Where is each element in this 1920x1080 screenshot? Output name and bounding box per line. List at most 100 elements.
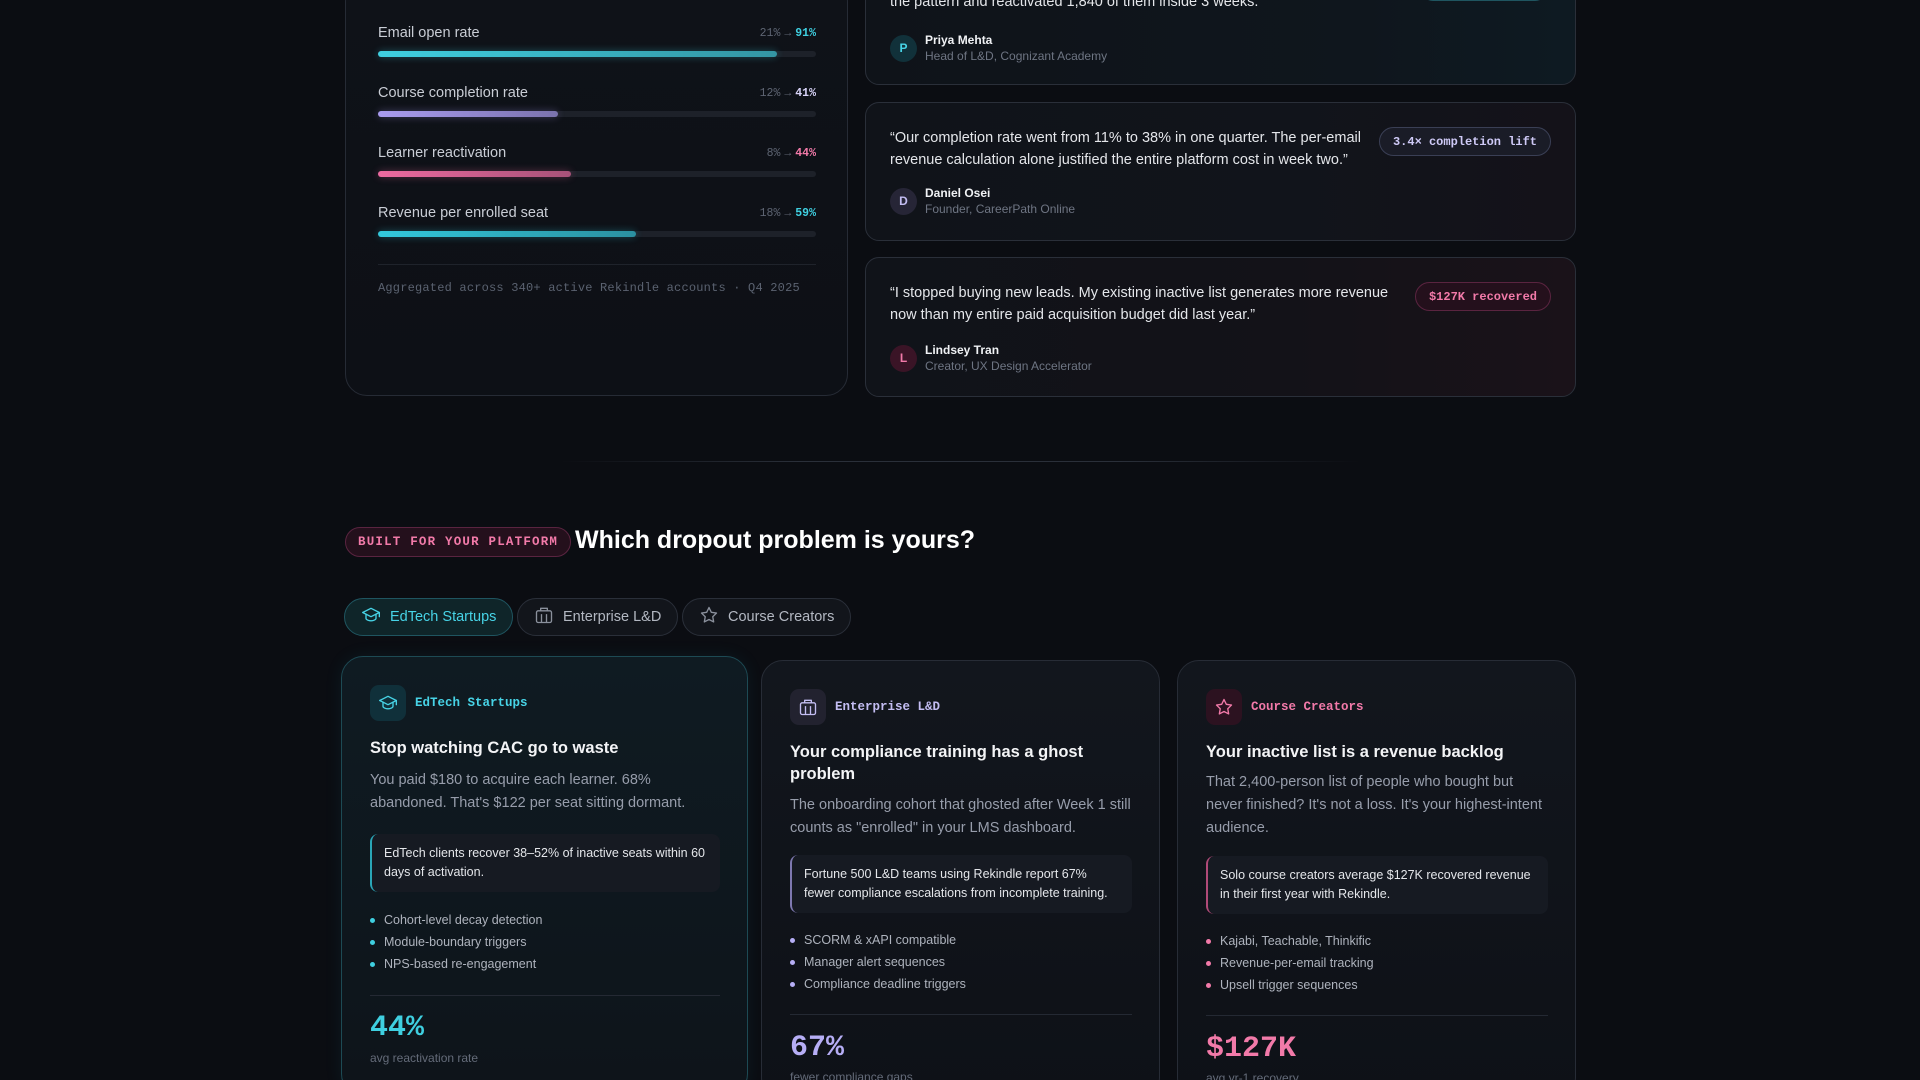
persona-feature-list: SCORM & xAPI compatible Manager alert se… — [790, 929, 966, 995]
badge-pill — [1421, 0, 1547, 1]
arrow-icon: → — [784, 86, 792, 100]
persona-tag: Course Creators — [1251, 700, 1364, 714]
testimonial-author: L Lindsey Tran Creator, UX Design Accele… — [890, 342, 1092, 374]
arrow-icon: → — [784, 26, 792, 40]
metric-before: 12% — [759, 86, 781, 100]
list-item: SCORM & xAPI compatible — [790, 929, 966, 951]
progress-track — [378, 111, 816, 117]
section-divider — [560, 461, 1360, 462]
persona-tag: EdTech Startups — [415, 696, 528, 710]
persona-card-enterprise[interactable]: Enterprise L&D Your compliance training … — [761, 660, 1160, 1080]
list-item: Manager alert sequences — [790, 951, 966, 973]
list-item: Kajabi, Teachable, Thinkific — [1206, 930, 1374, 952]
tab-edtech-startups[interactable]: EdTech Startups — [344, 598, 514, 636]
persona-callout: EdTech clients recover 38–52% of inactiv… — [370, 834, 720, 892]
metric-label: Learner reactivation — [378, 145, 507, 161]
feature-label: Kajabi, Teachable, Thinkific — [1220, 934, 1372, 948]
author-name: Priya Mehta — [925, 33, 993, 47]
metric-after: 59% — [795, 206, 816, 220]
bullet-icon — [790, 981, 795, 987]
metric-label: Revenue per enrolled seat — [378, 205, 549, 221]
bullet-icon — [1206, 960, 1211, 966]
progress-fill — [378, 231, 637, 237]
testimonial-author: D Daniel Osei Founder, CareerPath Online — [890, 185, 1075, 217]
bullet-icon — [370, 939, 375, 945]
testimonial-quote: “Our completion rate went from 11% to 38… — [890, 130, 1361, 168]
progress-track — [378, 171, 816, 177]
metric-course-completion-rate: Course completion rate 12% → 41% — [378, 83, 816, 117]
arrow-icon: → — [784, 206, 792, 220]
metrics-card: Email open rate 21% → 91% Course completio… — [345, 0, 848, 396]
tab-label: EdTech Startups — [390, 609, 497, 625]
star-icon — [699, 605, 719, 629]
list-item: Compliance deadline triggers — [790, 973, 966, 995]
metric-learner-reactivation: Learner reactivation 8% → 44% — [378, 143, 816, 177]
section-title: Which dropout problem is yours? — [575, 526, 975, 554]
persona-title: Your inactive list is a revenue backlog — [1206, 743, 1504, 761]
list-item: Module-boundary triggers — [370, 931, 542, 953]
persona-stat: 44% — [370, 1011, 425, 1045]
divider — [790, 1014, 1132, 1015]
metric-before: 21% — [759, 26, 781, 40]
metric-values: 8% → 44% — [767, 147, 816, 160]
metric-email-open-rate: Email open rate 21% → 91% — [378, 23, 816, 57]
testimonial-author: P Priya Mehta Head of L&D, Cognizant Aca… — [890, 32, 1107, 64]
star-icon — [1206, 689, 1242, 725]
persona-description: That 2,400-person list of people who bou… — [1206, 774, 1542, 836]
bullet-icon — [790, 937, 795, 943]
building-icon — [534, 605, 554, 629]
metric-values: 21% → 91% — [760, 27, 816, 40]
progress-fill — [378, 171, 571, 177]
feature-label: Cohort-level decay detection — [384, 913, 543, 927]
tab-label: Course Creators — [728, 609, 835, 625]
testimonial-card: “Our completion rate went from 11% to 38… — [865, 102, 1576, 241]
author-role: Founder, CareerPath Online — [925, 202, 1076, 216]
avatar: P — [890, 34, 917, 62]
author-name: Daniel Osei — [925, 186, 991, 200]
divider — [370, 995, 720, 996]
tab-enterprise-ld[interactable]: Enterprise L&D — [517, 598, 679, 636]
badge-pill: $127K recovered — [1414, 282, 1551, 311]
graduation-cap-icon — [361, 605, 381, 629]
persona-tag: Enterprise L&D — [835, 700, 941, 714]
divider — [1206, 1015, 1548, 1016]
persona-callout: Fortune 500 L&D teams using Rekindle rep… — [790, 855, 1132, 913]
testimonial-quote: the pattern and reactivated 1,840 of the… — [890, 0, 1264, 10]
building-icon — [790, 689, 826, 725]
persona-description: You paid $180 to acquire each learner. 6… — [370, 772, 686, 811]
metric-after: 41% — [795, 86, 816, 100]
persona-description: The onboarding cohort that ghosted after… — [790, 797, 1131, 836]
metric-label: Email open rate — [378, 25, 480, 41]
tab-course-creators[interactable]: Course Creators — [682, 598, 852, 636]
metrics-footnote: Aggregated across 340+ active Rekindle a… — [378, 264, 816, 295]
persona-feature-list: Cohort-level decay detection Module-boun… — [370, 909, 542, 975]
arrow-icon: → — [784, 146, 792, 160]
section-tag: BUILT FOR YOUR PLATFORM — [345, 527, 572, 557]
persona-callout: Solo course creators average $127K recov… — [1206, 856, 1548, 914]
persona-card-edtech[interactable]: EdTech Startups Stop watching CAC go to … — [341, 656, 748, 1080]
metric-revenue-per-seat: Revenue per enrolled seat 18% → 59% — [378, 203, 816, 237]
testimonial-quote: “I stopped buying new leads. My existing… — [890, 285, 1389, 323]
list-item: Revenue-per-email tracking — [1206, 952, 1374, 974]
author-name: Lindsey Tran — [925, 343, 1000, 357]
bullet-icon — [790, 959, 795, 965]
author-role: Head of L&D, Cognizant Academy — [925, 49, 1108, 63]
testimonial-card: the pattern and reactivated 1,840 of the… — [865, 0, 1576, 85]
persona-stat-label: avg reactivation rate — [370, 1051, 479, 1065]
feature-label: NPS-based re-engagement — [384, 957, 537, 971]
testimonial-card: “I stopped buying new leads. My existing… — [865, 257, 1576, 397]
feature-label: Revenue-per-email tracking — [1220, 956, 1374, 970]
progress-track — [378, 51, 816, 57]
metric-before: 8% — [766, 146, 781, 160]
bullet-icon — [370, 961, 375, 967]
persona-feature-list: Kajabi, Teachable, Thinkific Revenue-per… — [1206, 930, 1374, 996]
avatar: D — [890, 187, 917, 215]
badge-pill: 3.4× completion lift — [1378, 127, 1551, 156]
metric-after: 91% — [795, 26, 816, 40]
progress-fill — [378, 51, 777, 57]
feature-label: Upsell trigger sequences — [1220, 978, 1358, 992]
persona-card-creators[interactable]: Course Creators Your inactive list is a … — [1177, 660, 1576, 1080]
list-item: Cohort-level decay detection — [370, 909, 542, 931]
persona-title: Stop watching CAC go to waste — [370, 739, 619, 757]
